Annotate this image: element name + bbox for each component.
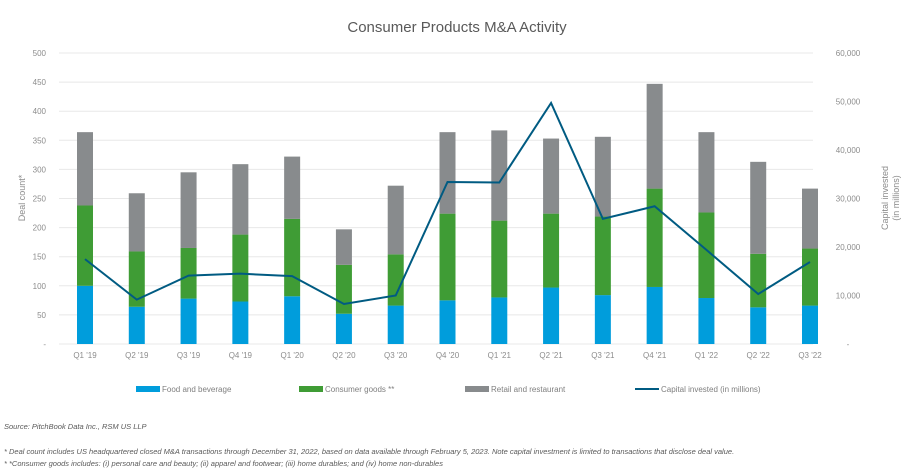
bar-food-and-beverage [698,298,715,344]
y-tick-label: 450 [33,78,47,87]
bar-consumer-goods [180,247,197,299]
x-tick-label: Q1 '19 [73,351,97,360]
bar-consumer-goods [750,253,767,308]
y-tick-label: 500 [33,49,47,58]
y2-tick-label: - [847,340,850,349]
bar-food-and-beverage [77,285,93,344]
bar-food-and-beverage [232,301,249,344]
y2-tick-label: 40,000 [836,146,861,155]
bar-consumer-goods [698,212,715,299]
bar-retail-and-restaurant [232,164,249,235]
bar-consumer-goods [335,264,352,314]
bar-consumer-goods [439,213,456,301]
bar-food-and-beverage [284,296,301,344]
bar-retail-and-restaurant [802,188,818,249]
bar-food-and-beverage [646,286,663,344]
chart-title: Consumer Products M&A Activity [347,19,567,36]
bar-consumer-goods [491,220,508,298]
x-tick-label: Q1 '20 [280,351,304,360]
y2-tick-label: 30,000 [836,195,861,204]
x-tick-label: Q4 '20 [436,351,460,360]
bar-retail-and-restaurant [646,83,663,189]
bar-food-and-beverage [335,313,352,344]
bar-retail-and-restaurant [698,132,715,213]
y-axis-label: Deal count* [17,174,27,221]
y-tick-label: 250 [33,195,47,204]
y-tick-label: 200 [33,224,47,233]
x-tick-label: Q4 '21 [643,351,667,360]
bar-food-and-beverage [180,298,197,344]
bar-food-and-beverage [491,297,508,344]
source-note: Source: PitchBook Data Inc., RSM US LLP [4,422,147,431]
bar-retail-and-restaurant [335,229,352,265]
legend-label: Capital invested (in millions) [661,385,761,394]
legend-swatch [136,386,160,392]
bar-retail-and-restaurant [543,138,560,214]
bar-retail-and-restaurant [77,132,93,206]
y-tick-label: 400 [33,107,47,116]
legend-swatch [299,386,323,392]
bar-retail-and-restaurant [128,193,145,252]
y-tick-label: - [43,340,46,349]
x-tick-label: Q2 '19 [125,351,149,360]
footnote-consumer-goods: * *Consumer goods includes: (i) personal… [4,459,443,468]
y2-axis-label: (in millions) [891,175,901,221]
x-tick-label: Q4 '19 [229,351,253,360]
legend-label: Consumer goods ** [325,385,394,394]
bar-food-and-beverage [750,307,767,344]
bar-food-and-beverage [439,300,456,344]
legend-swatch [465,386,489,392]
y-tick-label: 300 [33,165,47,174]
bar-retail-and-restaurant [491,130,508,221]
y2-tick-label: 10,000 [836,292,861,301]
bar-food-and-beverage [387,305,404,344]
x-tick-label: Q2 '22 [747,351,771,360]
x-tick-label: Q1 '21 [488,351,512,360]
y2-tick-label: 60,000 [836,49,861,58]
x-tick-label: Q3 '19 [177,351,201,360]
y-tick-label: 150 [33,253,47,262]
legend-label: Retail and restaurant [491,385,566,394]
bar-retail-and-restaurant [750,161,767,254]
x-tick-label: Q2 '20 [332,351,356,360]
legend-label: Food and beverage [162,385,232,394]
bar-consumer-goods [543,213,560,288]
y-tick-label: 100 [33,282,47,291]
bar-retail-and-restaurant [594,136,611,217]
bar-consumer-goods [77,205,93,286]
y-tick-label: 350 [33,136,47,145]
y2-tick-label: 50,000 [836,98,861,107]
bar-retail-and-restaurant [284,156,301,219]
y-tick-label: 50 [37,311,46,320]
bar-retail-and-restaurant [180,172,197,248]
x-tick-label: Q1 '22 [695,351,719,360]
footnote-deal-count: * Deal count includes US headquartered c… [4,447,735,456]
y2-axis-label: Capital invested [880,166,890,230]
bar-consumer-goods [128,251,145,307]
x-tick-label: Q3 '20 [384,351,408,360]
bar-consumer-goods [232,234,249,302]
bar-consumer-goods [802,248,818,306]
bar-food-and-beverage [543,287,560,344]
bar-consumer-goods [646,188,663,287]
y2-tick-label: 20,000 [836,243,861,252]
bar-retail-and-restaurant [439,132,456,214]
bar-food-and-beverage [594,295,611,344]
bar-consumer-goods [387,254,404,306]
capital-invested-line [84,100,811,306]
bar-food-and-beverage [802,305,818,344]
x-tick-label: Q3 '21 [591,351,615,360]
x-tick-label: Q3 '22 [798,351,822,360]
bar-consumer-goods [594,216,611,296]
bar-retail-and-restaurant [387,185,404,255]
x-tick-label: Q2 '21 [539,351,563,360]
bar-consumer-goods [284,218,301,297]
bar-food-and-beverage [128,306,145,344]
